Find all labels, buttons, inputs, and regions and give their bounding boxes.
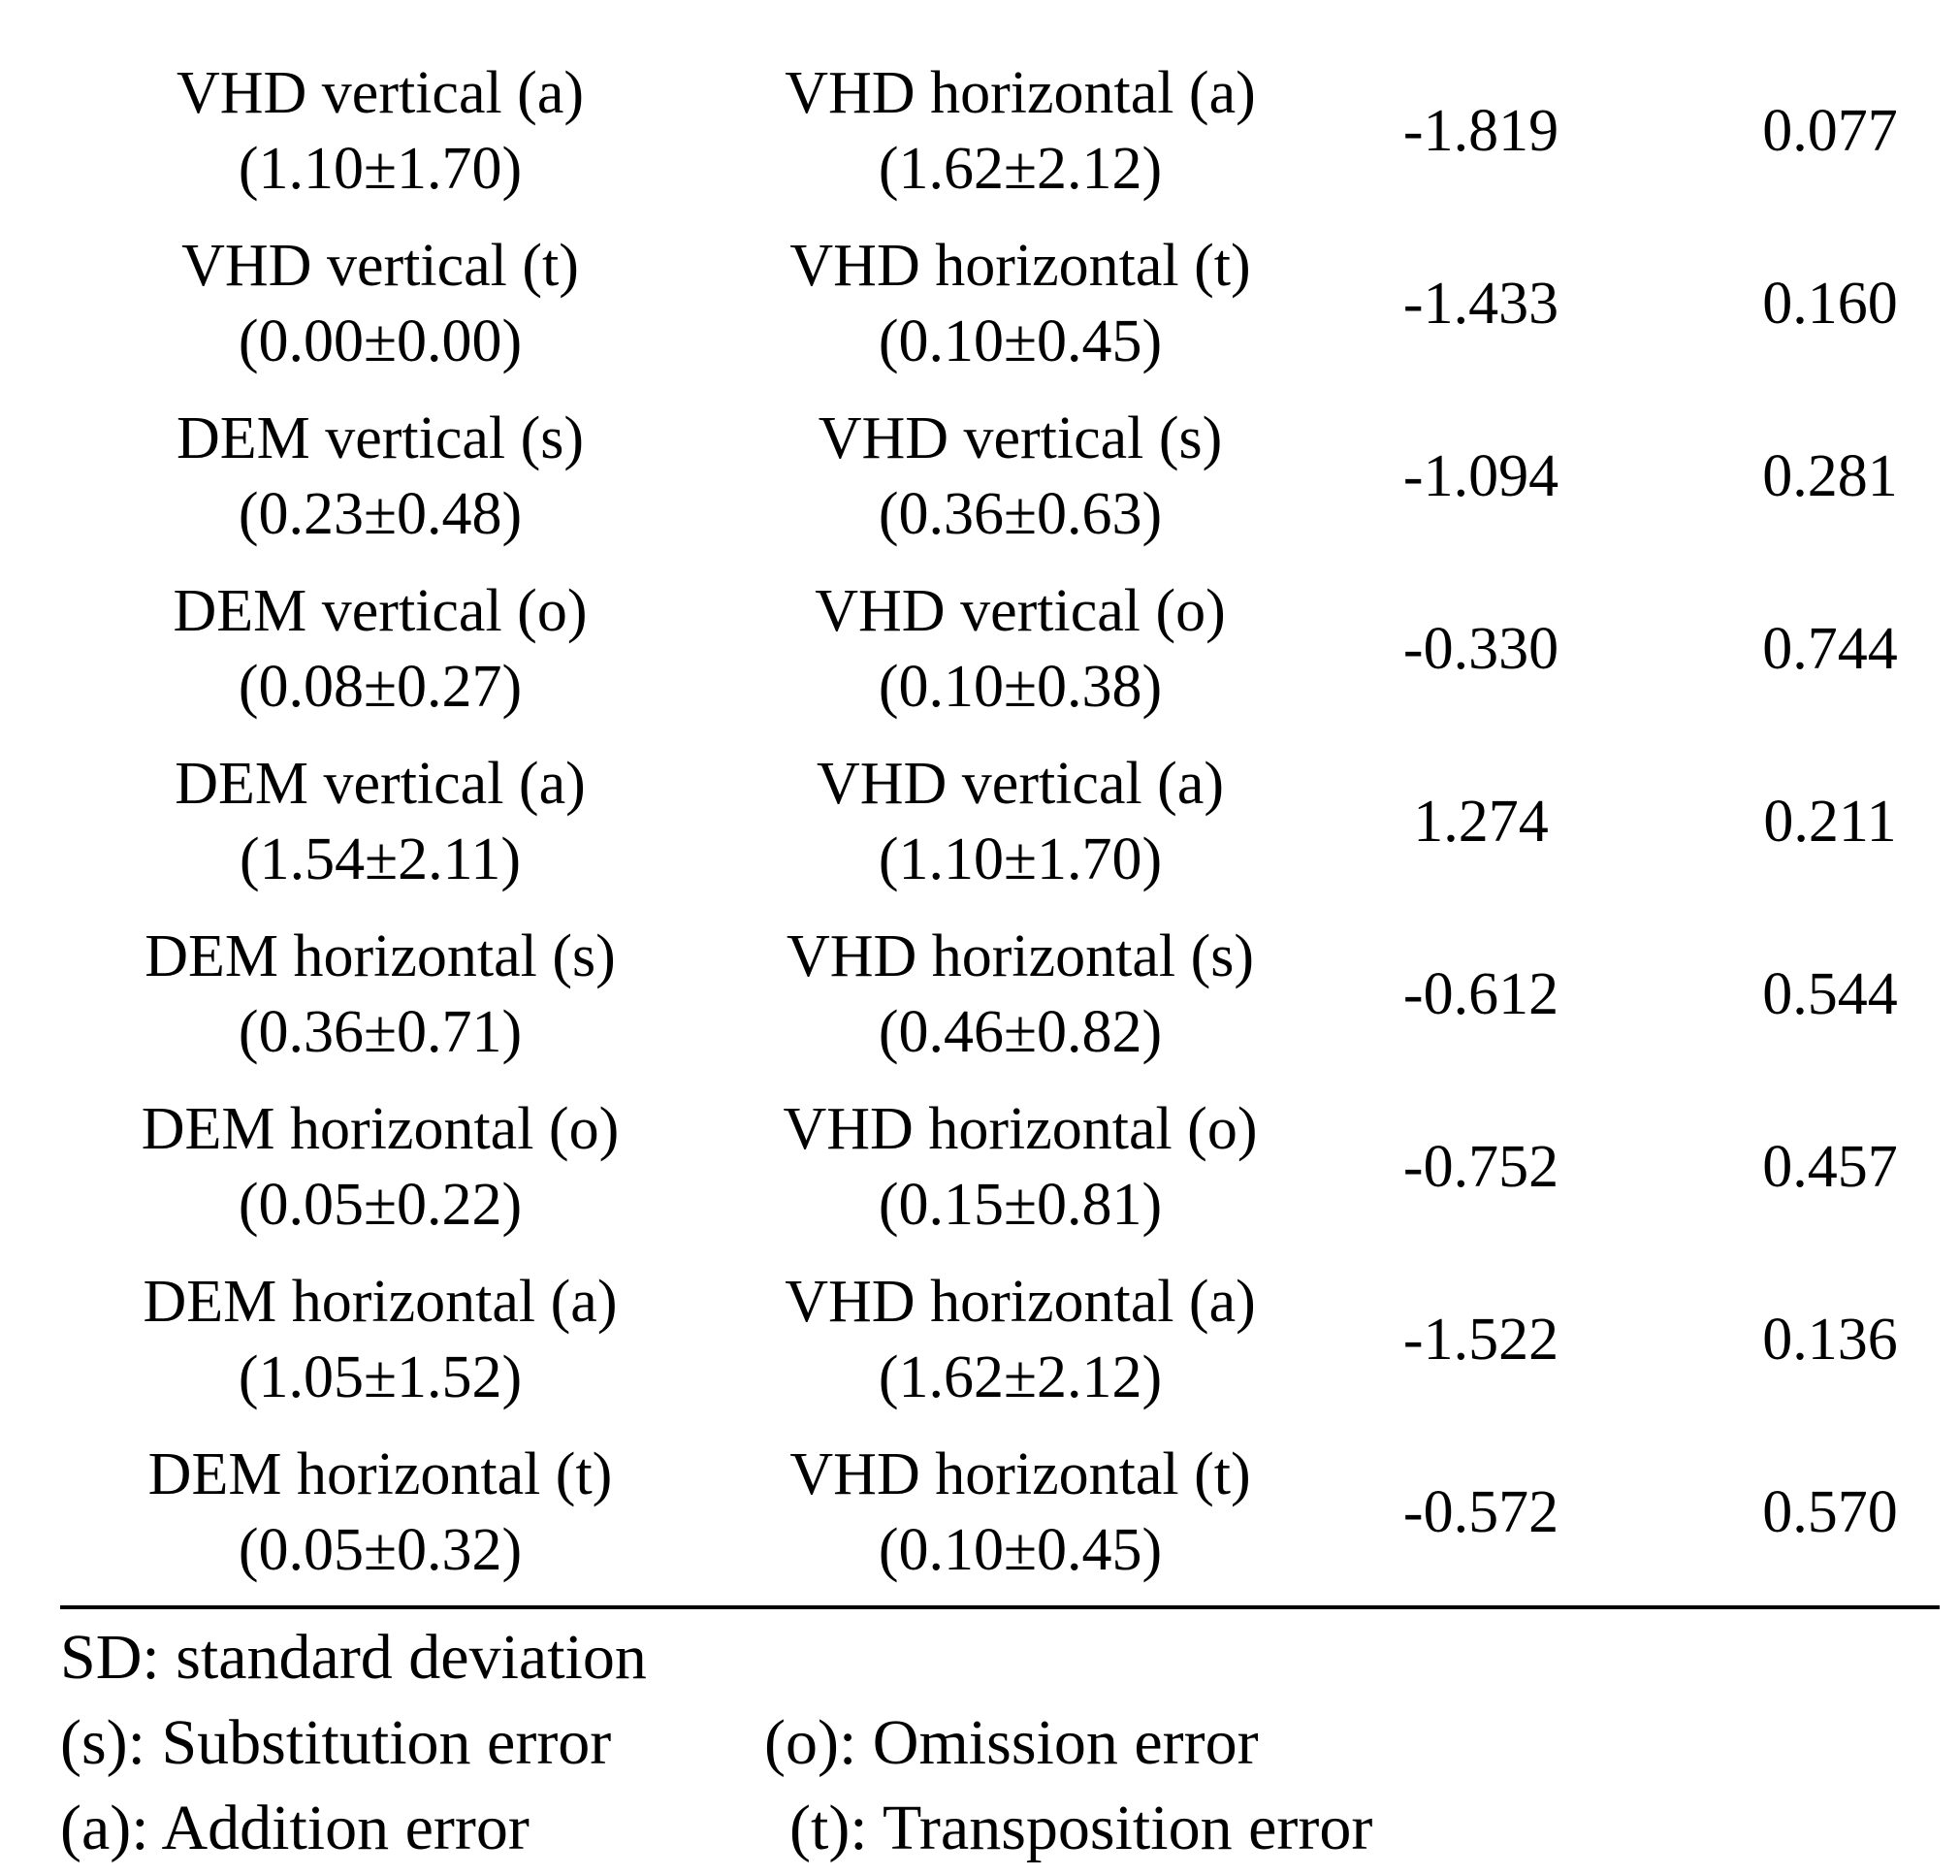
group1-cell: DEM vertical (s) (0.23±0.48) (60, 401, 700, 552)
t-value: -1.433 (1402, 271, 1559, 337)
comparison-table: VHD vertical (a) (1.10±1.70) VHD horizon… (60, 55, 1940, 1609)
group2-cell: VHD vertical (o) (0.10±0.38) (700, 573, 1340, 725)
p-value: 0.744 (1762, 616, 1898, 682)
group1-stat: (0.23±0.48) (238, 481, 523, 547)
table-footnotes: SD: standard deviation (s): Substitution… (60, 1615, 1940, 1871)
group2-cell: VHD vertical (a) (1.10±1.70) (700, 746, 1340, 897)
group1-cell: DEM horizontal (t) (0.05±0.32) (60, 1437, 700, 1588)
footnote-sd: SD: standard deviation (60, 1622, 647, 1693)
group1-stat: (1.10±1.70) (238, 136, 523, 202)
t-value: -1.094 (1402, 443, 1559, 509)
group2-cell: VHD horizontal (a) (1.62±2.12) (700, 1264, 1340, 1415)
group1-label: VHD vertical (t) (181, 233, 579, 299)
group2-label: VHD vertical (a) (816, 751, 1224, 817)
p-value: 0.160 (1762, 271, 1898, 337)
group2-stat: (1.10±1.70) (878, 826, 1163, 892)
p-value: 0.570 (1762, 1479, 1898, 1545)
group2-label: VHD vertical (o) (815, 578, 1226, 644)
group2-cell: VHD horizontal (t) (0.10±0.45) (700, 1437, 1340, 1588)
group1-label: DEM vertical (o) (173, 578, 588, 644)
group1-cell: DEM horizontal (a) (1.05±1.52) (60, 1264, 700, 1415)
table-bottom-rule (60, 1605, 1940, 1609)
footnote-addition: (a): Addition error (60, 1793, 530, 1863)
table-row: DEM vertical (s) (0.23±0.48) VHD vertica… (60, 401, 1940, 573)
t-value: -0.572 (1402, 1479, 1559, 1545)
footnote-omission: (o): Omission error (764, 1707, 1259, 1778)
p-value: 0.544 (1762, 961, 1898, 1027)
t-value: -1.819 (1402, 98, 1559, 164)
group2-label: VHD horizontal (o) (783, 1096, 1258, 1162)
t-value: -0.612 (1402, 961, 1559, 1027)
group2-label: VHD horizontal (t) (789, 1441, 1251, 1507)
group2-label: VHD horizontal (t) (789, 233, 1251, 299)
group2-stat: (0.36±0.63) (878, 481, 1163, 547)
group2-stat: (1.62±2.12) (878, 136, 1163, 202)
group1-stat: (0.36±0.71) (238, 999, 523, 1065)
group1-stat: (0.00±0.00) (238, 308, 523, 374)
group1-cell: DEM vertical (o) (0.08±0.27) (60, 573, 700, 725)
t-value: -0.330 (1402, 616, 1559, 682)
t-value: -1.522 (1402, 1307, 1559, 1373)
group1-label: DEM horizontal (t) (147, 1441, 613, 1507)
p-value: 0.457 (1762, 1134, 1898, 1200)
group1-label: DEM vertical (a) (175, 751, 586, 817)
group1-cell: DEM horizontal (s) (0.36±0.71) (60, 919, 700, 1070)
table-row: DEM horizontal (s) (0.36±0.71) VHD horiz… (60, 919, 1940, 1091)
group1-stat: (0.08±0.27) (238, 654, 523, 720)
group2-stat: (0.10±0.45) (878, 1517, 1163, 1583)
group2-label: VHD horizontal (a) (785, 60, 1256, 126)
p-value: 0.136 (1762, 1307, 1898, 1373)
group2-stat: (0.10±0.45) (878, 308, 1163, 374)
p-value: 0.281 (1762, 443, 1898, 509)
table-row: DEM vertical (a) (1.54±2.11) VHD vertica… (60, 746, 1940, 919)
group1-stat: (1.05±1.52) (238, 1344, 523, 1410)
table-row: VHD vertical (t) (0.00±0.00) VHD horizon… (60, 228, 1940, 401)
group2-label: VHD vertical (s) (818, 405, 1223, 471)
group2-cell: VHD horizontal (o) (0.15±0.81) (700, 1091, 1340, 1243)
group1-label: DEM horizontal (o) (141, 1096, 620, 1162)
group2-label: VHD horizontal (a) (785, 1269, 1256, 1335)
group1-cell: DEM horizontal (o) (0.05±0.22) (60, 1091, 700, 1243)
group1-label: VHD vertical (a) (176, 60, 584, 126)
group1-stat: (0.05±0.22) (238, 1172, 523, 1238)
group1-cell: DEM vertical (a) (1.54±2.11) (60, 746, 700, 897)
group2-stat: (1.62±2.12) (878, 1344, 1163, 1410)
group1-label: DEM horizontal (a) (143, 1269, 618, 1335)
table-row: DEM horizontal (o) (0.05±0.22) VHD horiz… (60, 1091, 1940, 1264)
group2-cell: VHD horizontal (s) (0.46±0.82) (700, 919, 1340, 1070)
footnote-transposition: (t): Transposition error (789, 1793, 1373, 1863)
p-value: 0.211 (1763, 789, 1897, 855)
table-row: DEM horizontal (t) (0.05±0.32) VHD horiz… (60, 1437, 1940, 1609)
footnote-line: SD: standard deviation (60, 1615, 1940, 1700)
group1-label: DEM horizontal (s) (145, 923, 616, 989)
table-row: DEM horizontal (a) (1.05±1.52) VHD horiz… (60, 1264, 1940, 1437)
group2-stat: (0.15±0.81) (878, 1172, 1163, 1238)
t-value: -0.752 (1402, 1134, 1559, 1200)
group1-stat: (1.54±2.11) (239, 826, 522, 892)
t-value: 1.274 (1413, 789, 1549, 855)
group2-cell: VHD horizontal (t) (0.10±0.45) (700, 228, 1340, 379)
group1-stat: (0.05±0.32) (238, 1517, 523, 1583)
footnote-line: (a): Addition error (t): Transposition e… (60, 1786, 1940, 1871)
group1-cell: VHD vertical (t) (0.00±0.00) (60, 228, 700, 379)
group2-stat: (0.10±0.38) (878, 654, 1163, 720)
group1-cell: VHD vertical (a) (1.10±1.70) (60, 55, 700, 207)
group1-label: DEM vertical (s) (176, 405, 585, 471)
footnote-line: (s): Substitution error (o): Omission er… (60, 1700, 1940, 1786)
group2-cell: VHD vertical (s) (0.36±0.63) (700, 401, 1340, 552)
group2-cell: VHD horizontal (a) (1.62±2.12) (700, 55, 1340, 207)
table-row: VHD vertical (a) (1.10±1.70) VHD horizon… (60, 55, 1940, 228)
p-value: 0.077 (1762, 98, 1898, 164)
group2-stat: (0.46±0.82) (878, 999, 1163, 1065)
group2-label: VHD horizontal (s) (786, 923, 1255, 989)
table-row: DEM vertical (o) (0.08±0.27) VHD vertica… (60, 573, 1940, 746)
footnote-substitution: (s): Substitution error (60, 1707, 612, 1778)
